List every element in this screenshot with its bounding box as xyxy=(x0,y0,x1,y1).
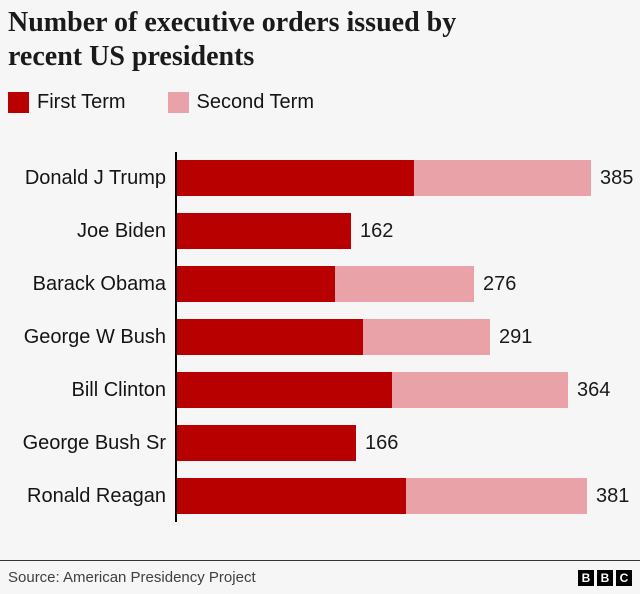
bar-row: 276 xyxy=(177,266,516,302)
bar-row: 291 xyxy=(177,319,532,355)
bbc-logo-letter: B xyxy=(578,569,594,586)
first-term-bar xyxy=(177,213,351,249)
chart-title: Number of executive orders issued by rec… xyxy=(8,6,456,74)
second-term-bar xyxy=(414,160,591,196)
second-term-bar xyxy=(406,478,587,514)
first-term-bar xyxy=(177,319,363,355)
bar-row: 166 xyxy=(177,425,398,461)
value-label: 166 xyxy=(365,432,399,454)
first-term-swatch xyxy=(8,91,29,113)
first-term-bar xyxy=(177,372,392,408)
chart-title-line-1: Number of executive orders issued by xyxy=(8,7,457,38)
value-label: 381 xyxy=(596,485,630,507)
bar-row: 385 xyxy=(177,160,633,196)
legend-label-second-term: Second Term xyxy=(196,90,314,113)
first-term-bar xyxy=(177,478,406,514)
value-label: 291 xyxy=(499,326,533,348)
bar-row: 364 xyxy=(177,372,610,408)
value-label: 385 xyxy=(600,167,634,189)
category-label: George W Bush xyxy=(23,326,166,348)
second-term-bar xyxy=(363,319,490,355)
value-label: 364 xyxy=(577,379,611,401)
category-label: Bill Clinton xyxy=(71,379,166,401)
legend: First Term Second Term xyxy=(8,90,314,114)
legend-label-first-term: First Term xyxy=(37,90,126,113)
source-text: Source: American Presidency Project xyxy=(8,569,256,586)
bar-row: 162 xyxy=(177,213,393,249)
bar-row: 381 xyxy=(177,478,629,514)
category-label: Joe Biden xyxy=(77,220,166,242)
value-label: 276 xyxy=(483,273,517,295)
legend-item-first-term: First Term xyxy=(8,91,126,114)
legend-item-second-term: Second Term xyxy=(167,90,314,114)
first-term-bar xyxy=(177,425,356,461)
bar-chart: Donald J Trump 385 Joe Biden 162 Barack Obam… xyxy=(0,150,640,530)
bbc-logo-letter: B xyxy=(597,569,613,586)
value-label: 162 xyxy=(360,220,394,242)
category-label: Ronald Reagan xyxy=(27,485,166,507)
chart-title-line-2: recent US presidents xyxy=(8,41,255,72)
bbc-logo-letter: C xyxy=(616,569,632,586)
second-term-bar xyxy=(392,372,568,408)
category-label: George Bush Sr xyxy=(22,432,166,454)
category-label: Donald J Trump xyxy=(24,167,166,189)
second-term-bar xyxy=(335,266,474,302)
y-axis-line xyxy=(175,152,177,522)
first-term-bar xyxy=(177,266,335,302)
first-term-bar xyxy=(177,160,414,196)
category-label: Barack Obama xyxy=(32,273,166,295)
second-term-swatch xyxy=(167,91,189,113)
